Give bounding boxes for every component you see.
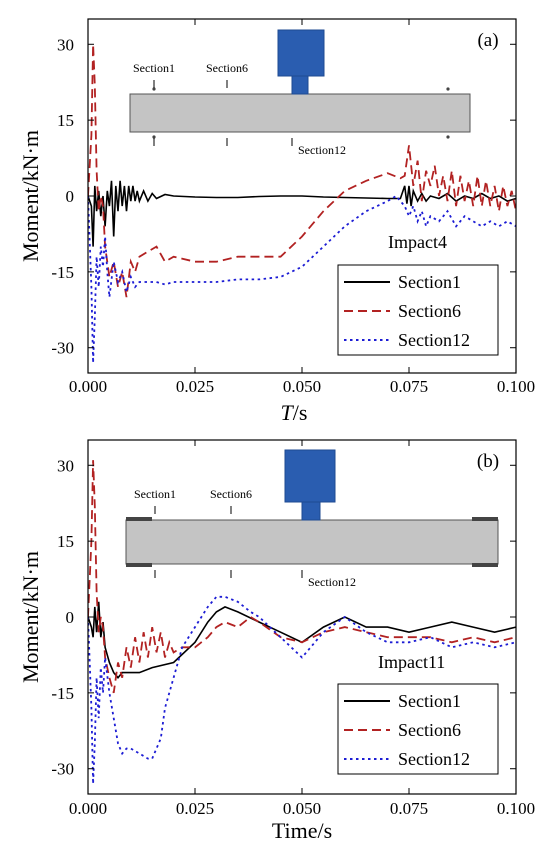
- y-tick-label: 15: [57, 111, 74, 130]
- y-tick-label: 30: [57, 35, 74, 54]
- x-tick-label: 0.075: [390, 377, 428, 396]
- x-tick-label: 0.050: [283, 377, 321, 396]
- panel-label: (b): [477, 451, 499, 472]
- y-tick-label: -30: [51, 339, 74, 358]
- series-line-section12: [88, 194, 516, 363]
- y-tick-label: -15: [51, 684, 74, 703]
- x-axis-title: T/s: [281, 400, 308, 425]
- x-axis-title: Time/s: [272, 818, 332, 843]
- impactor-stem: [301, 501, 321, 521]
- support-dot: [446, 87, 450, 91]
- series-line-section6: [88, 460, 516, 694]
- legend-label: Section1: [398, 691, 461, 711]
- series-line-section6: [88, 44, 516, 298]
- impactor-block: [277, 29, 325, 77]
- section-label: Section1: [133, 61, 175, 75]
- beam-diagram: [129, 93, 471, 133]
- x-tick-label: 0.025: [176, 799, 214, 818]
- support-pad: [472, 517, 498, 521]
- y-axis-title: Moment/kN·m: [18, 551, 43, 683]
- support-pad: [126, 517, 152, 521]
- y-tick-label: -15: [51, 263, 74, 282]
- y-tick-label: 0: [66, 187, 75, 206]
- chart-panel-b: Section1 Section6 Section12 30 15 0 -15 -30 0.00…: [18, 439, 535, 843]
- x-tick-label: 0.050: [283, 799, 321, 818]
- x-tick-label: 0.075: [390, 799, 428, 818]
- section-label: Section12: [308, 575, 356, 589]
- support-dot: [152, 135, 156, 139]
- legend-label: Section6: [398, 720, 461, 740]
- series-line-section1: [88, 180, 516, 247]
- section-label: Section6: [210, 487, 252, 501]
- panel-label: (a): [477, 30, 498, 51]
- section-label: Section6: [206, 61, 248, 75]
- chart-panel-a: Section1 Section6 Section12 30 15 0 -15 -30 0.00…: [18, 18, 535, 425]
- y-tick-label: 0: [66, 608, 75, 627]
- y-tick-label: 15: [57, 532, 74, 551]
- series-line-section12: [88, 595, 516, 784]
- legend-label: Section1: [398, 272, 461, 292]
- x-tick-label: 0.025: [176, 377, 214, 396]
- y-axis-title: Moment/kN·m: [18, 130, 43, 262]
- support-pad: [126, 563, 152, 567]
- x-tick-label: 0.100: [497, 799, 535, 818]
- beam-diagram: [125, 519, 499, 565]
- impact-label: Impact11: [378, 652, 445, 672]
- section-label: Section1: [134, 487, 176, 501]
- series-line-section1: [88, 601, 516, 679]
- support-pad: [472, 563, 498, 567]
- y-tick-label: 30: [57, 456, 74, 475]
- impactor-block: [284, 449, 336, 503]
- legend-label: Section6: [398, 301, 461, 321]
- y-tick-label: -30: [51, 760, 74, 779]
- impact-label: Impact4: [388, 232, 447, 252]
- legend-label: Section12: [398, 749, 470, 769]
- support-dot: [152, 87, 156, 91]
- impactor-stem: [291, 75, 309, 95]
- section-label: Section12: [298, 143, 346, 157]
- x-tick-label: 0.000: [69, 377, 107, 396]
- x-tick-label: 0.100: [497, 377, 535, 396]
- x-tick-label: 0.000: [69, 799, 107, 818]
- legend-label: Section12: [398, 330, 470, 350]
- support-dot: [446, 135, 450, 139]
